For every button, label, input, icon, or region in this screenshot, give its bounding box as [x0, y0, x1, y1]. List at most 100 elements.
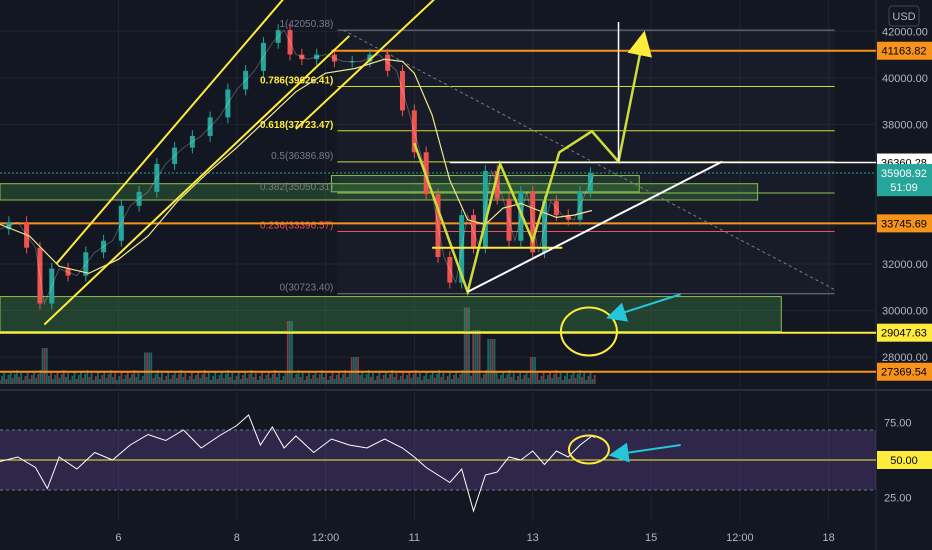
- volume-bar: [502, 371, 504, 384]
- volume-bar: [231, 373, 234, 384]
- volume-bar: [444, 380, 447, 384]
- volume-bar: [310, 379, 313, 384]
- candle-body: [118, 205, 124, 241]
- volume-bar: [11, 378, 14, 384]
- price-tag: [877, 164, 932, 183]
- volume-bar: [489, 339, 492, 384]
- chart-drawings[interactable]: [43, 0, 723, 357]
- volume-bar: [348, 373, 351, 384]
- volume-bar: [114, 373, 116, 384]
- pointer-arrow-rsi: [608, 442, 681, 463]
- fib-label-1: 1(42050.38): [279, 19, 333, 30]
- volume-bar: [24, 376, 27, 384]
- volume-bar: [235, 376, 238, 384]
- volume-bar: [585, 380, 588, 384]
- volume-bar: [282, 376, 285, 384]
- volume-bar: [112, 377, 114, 384]
- highlight-circle-price: [559, 306, 618, 357]
- volume-bar: [583, 373, 585, 384]
- price-tag-label: 41163.82: [881, 46, 926, 58]
- volume-bar: [84, 374, 87, 384]
- volume-bar: [116, 380, 119, 384]
- volume-bar: [133, 370, 136, 384]
- volume-bar: [227, 370, 229, 384]
- volume-bar: [331, 372, 334, 384]
- volume-bar: [250, 370, 253, 384]
- volume-bar: [173, 371, 176, 384]
- candle-body: [37, 247, 43, 304]
- rsi-midline-tag: [877, 451, 932, 469]
- pointer-arrow-price: [606, 293, 681, 322]
- volume-bar: [276, 377, 278, 384]
- volume-bar: [218, 375, 221, 384]
- volume-bar: [180, 370, 183, 384]
- candle-body: [494, 170, 500, 199]
- volume-bar: [26, 372, 29, 384]
- volume-bar: [419, 373, 421, 384]
- volume-bar: [190, 372, 193, 384]
- channel-extension-line: [295, 0, 436, 130]
- volume-bar: [589, 372, 592, 384]
- volume-bar: [508, 370, 511, 384]
- volume-bar: [514, 380, 517, 384]
- candle-body: [6, 222, 12, 230]
- time-axis[interactable]: 6 8 12:00 11 13 15 12:00 18: [115, 532, 834, 544]
- fibonacci-retracement: 1(42050.38) 0.786(39626.41) 0.618(37723.47…: [260, 19, 835, 295]
- volume-bar: [472, 330, 475, 384]
- candle-body: [101, 240, 107, 253]
- volume-bar: [335, 375, 338, 384]
- volume-bar: [7, 375, 10, 384]
- volume-bar: [436, 374, 438, 384]
- volume-bar: [387, 378, 389, 384]
- volume-bar: [60, 374, 63, 384]
- volume-bar: [35, 378, 38, 384]
- volume-bar: [88, 377, 91, 384]
- candle-body: [314, 54, 320, 60]
- volume-bar: [152, 378, 155, 384]
- volume-bar: [427, 379, 430, 384]
- volume-bar: [318, 374, 321, 384]
- volume-bar: [62, 370, 65, 384]
- volume-bar: [143, 352, 146, 384]
- candle-body: [243, 70, 249, 90]
- volume-bar: [476, 330, 479, 384]
- volume-bar: [22, 380, 25, 384]
- volume-bar: [429, 375, 432, 384]
- volume-bar: [67, 373, 70, 384]
- fib-label-0-786: 0.786(39626.41): [260, 76, 333, 87]
- volume-bar: [568, 379, 571, 384]
- volume-bar: [459, 374, 462, 384]
- volume-bar: [487, 339, 490, 384]
- volume-bar: [532, 357, 534, 384]
- volume-bar: [448, 372, 451, 384]
- candle-body: [299, 54, 305, 60]
- volume-bar: [205, 377, 208, 384]
- volume-bar: [416, 377, 419, 384]
- volume-bar: [244, 371, 246, 384]
- volume-bar: [182, 377, 185, 384]
- price-tag: [877, 362, 932, 381]
- volume-bar: [461, 370, 464, 384]
- time-tick-label: 8: [234, 532, 240, 544]
- volume-bar: [254, 373, 257, 384]
- candle-body: [385, 54, 391, 71]
- price-tick-label: 42000.00: [882, 26, 928, 38]
- volume-bar: [510, 377, 513, 384]
- currency-label: USD: [892, 11, 915, 23]
- volume-bar: [94, 376, 97, 384]
- volume-bar: [252, 377, 255, 384]
- volume-bar: [455, 371, 458, 384]
- volume-bar: [399, 376, 402, 384]
- grid: [0, 0, 876, 522]
- candle-body: [411, 110, 417, 153]
- volume-bar: [58, 378, 61, 384]
- volume-bar: [325, 373, 328, 384]
- volume-bar: [365, 374, 368, 384]
- price-axis[interactable]: 42000.00 40000.00 38000.00 32000.00 30000.00…: [877, 26, 932, 505]
- volume-bar: [156, 370, 159, 384]
- currency-button[interactable]: USD: [888, 5, 920, 27]
- volume-bar: [207, 373, 210, 384]
- volume-bar: [352, 357, 355, 384]
- volume-bar: [43, 348, 46, 384]
